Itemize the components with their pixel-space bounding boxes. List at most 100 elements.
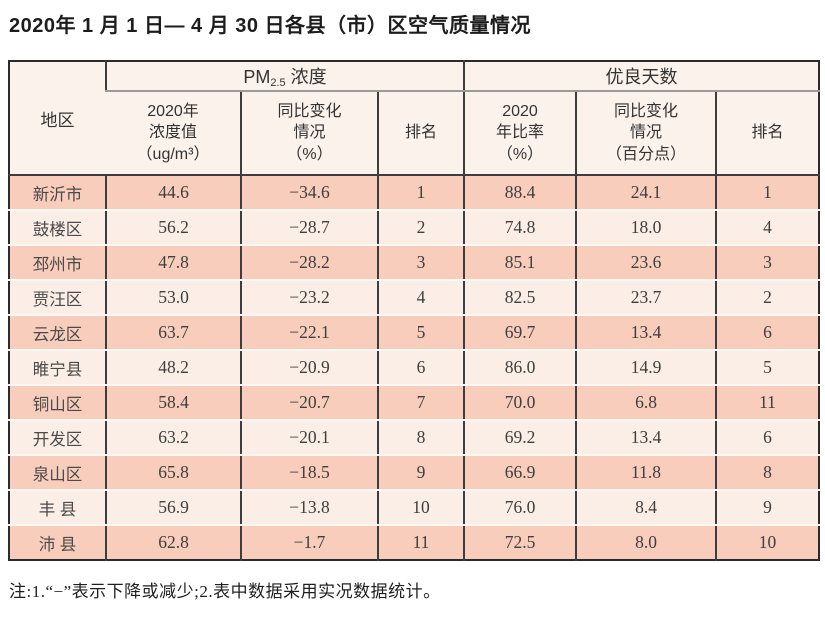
gd-change-cell: 14.9 <box>575 350 716 386</box>
gd-rate-cell: 86.0 <box>463 350 576 386</box>
gd-rank-cell: 1 <box>714 175 820 211</box>
gd-rate-cell: 85.1 <box>463 245 576 281</box>
gd-rank-cell: 3 <box>714 245 820 281</box>
pm-change-cell: −28.2 <box>240 245 378 281</box>
pm-value-cell: 63.2 <box>105 420 241 456</box>
sub-header-row: 2020年 浓度值 （ug/m³） 同比变化 情况 （%） 排名 2020 年比… <box>9 91 820 176</box>
header-pm-rank: 排名 <box>377 91 464 176</box>
region-cell: 云龙区 <box>9 315 106 351</box>
pm-rank-cell: 8 <box>377 420 464 456</box>
region-cell: 开发区 <box>9 420 106 456</box>
gd-change-cell: 23.7 <box>575 280 716 316</box>
table-row: 云龙区 63.7 −22.1 5 69.7 13.4 6 <box>9 315 820 351</box>
gd-rank-cell: 11 <box>714 385 820 421</box>
pm-value-cell: 53.0 <box>105 280 241 316</box>
gd-rank-cell: 10 <box>714 525 820 560</box>
gd-change-cell: 13.4 <box>575 315 716 351</box>
gd-rate-cell: 76.0 <box>463 490 576 526</box>
gd-rank-cell: 2 <box>714 280 820 316</box>
pm-label-subscript: 2.5 <box>270 77 286 89</box>
header-region: 地区 <box>9 61 106 176</box>
gd-change-cell: 23.6 <box>575 245 716 281</box>
pm-change-cell: −34.6 <box>240 175 378 211</box>
region-cell: 沛 县 <box>9 525 106 560</box>
pm-value-cell: 48.2 <box>105 350 241 386</box>
table-row: 鼓楼区 56.2 −28.7 2 74.8 18.0 4 <box>9 210 820 246</box>
pm-change-cell: −13.8 <box>240 490 378 526</box>
pm-change-cell: −20.7 <box>240 385 378 421</box>
table-row: 铜山区 58.4 −20.7 7 70.0 6.8 11 <box>9 385 820 421</box>
header-pm-change: 同比变化 情况 （%） <box>240 91 378 176</box>
table-row: 开发区 63.2 −20.1 8 69.2 13.4 6 <box>9 420 820 456</box>
pm-rank-cell: 4 <box>377 280 464 316</box>
gd-change-cell: 18.0 <box>575 210 716 246</box>
gd-change-cell: 6.8 <box>575 385 716 421</box>
pm-label-suffix: 浓度 <box>285 67 327 87</box>
gd-change-cell: 8.4 <box>575 490 716 526</box>
table-header: 地区 PM2.5 浓度 优良天数 2020年 浓度值 （ug/m³） 同比变化 … <box>9 61 820 176</box>
table-row: 睢宁县 48.2 −20.9 6 86.0 14.9 5 <box>9 350 820 386</box>
pm-label-prefix: PM <box>243 67 271 87</box>
gd-rate-cell: 72.5 <box>463 525 576 560</box>
gd-change-cell: 13.4 <box>575 420 716 456</box>
gd-rate-cell: 74.8 <box>463 210 576 246</box>
pm-value-cell: 58.4 <box>105 385 241 421</box>
table-row: 邳州市 47.8 −28.2 3 85.1 23.6 3 <box>9 245 820 281</box>
pm-rank-cell: 11 <box>377 525 464 560</box>
group-header-row: 地区 PM2.5 浓度 优良天数 <box>9 61 820 176</box>
table-row: 新沂市 44.6 −34.6 1 88.4 24.1 1 <box>9 175 820 211</box>
pm-change-cell: −22.1 <box>240 315 378 351</box>
gd-rate-cell: 70.0 <box>463 385 576 421</box>
pm-change-cell: −20.9 <box>240 350 378 386</box>
pm-value-cell: 62.8 <box>105 525 241 560</box>
pm-rank-cell: 10 <box>377 490 464 526</box>
pm-change-cell: −23.2 <box>240 280 378 316</box>
pm-value-cell: 63.7 <box>105 315 241 351</box>
pm-rank-cell: 5 <box>377 315 464 351</box>
pm-change-cell: −18.5 <box>240 455 378 491</box>
gd-rank-cell: 9 <box>714 490 820 526</box>
pm-rank-cell: 3 <box>377 245 464 281</box>
pm-change-cell: −20.1 <box>240 420 378 456</box>
region-cell: 泉山区 <box>9 455 106 491</box>
header-gd-change: 同比变化 情况 （百分点） <box>575 91 716 176</box>
header-pm-value: 2020年 浓度值 （ug/m³） <box>106 91 241 176</box>
pm-value-cell: 44.6 <box>105 175 241 211</box>
pm-change-cell: −28.7 <box>240 210 378 246</box>
region-cell: 新沂市 <box>9 175 106 211</box>
pm-value-cell: 47.8 <box>105 245 241 281</box>
region-cell: 丰 县 <box>9 490 106 526</box>
table-row: 贾汪区 53.0 −23.2 4 82.5 23.7 2 <box>9 280 820 316</box>
table-body: 新沂市 44.6 −34.6 1 88.4 24.1 1 鼓楼区 56.2 −2… <box>9 175 820 560</box>
header-pm-group: PM2.5 浓度 <box>105 61 464 92</box>
table-row: 沛 县 62.8 −1.7 11 72.5 8.0 10 <box>9 525 820 560</box>
region-cell: 铜山区 <box>9 385 106 421</box>
table-row: 泉山区 65.8 −18.5 9 66.9 11.8 8 <box>9 455 820 491</box>
pm-rank-cell: 7 <box>377 385 464 421</box>
region-cell: 贾汪区 <box>9 280 106 316</box>
pm-rank-cell: 6 <box>377 350 464 386</box>
pm-change-cell: −1.7 <box>240 525 378 560</box>
footnote: 注:1.“−”表示下降或减少;2.表中数据采用实况数据统计。 <box>9 582 441 601</box>
header-good-days-group: 优良天数 <box>462 61 820 92</box>
gd-rank-cell: 8 <box>714 455 820 491</box>
pm-rank-cell: 1 <box>377 175 464 211</box>
gd-change-cell: 8.0 <box>575 525 716 560</box>
gd-rate-cell: 69.7 <box>463 315 576 351</box>
header-gd-rank: 排名 <box>714 91 820 176</box>
table-row: 丰 县 56.9 −13.8 10 76.0 8.4 9 <box>9 490 820 526</box>
gd-rate-cell: 82.5 <box>463 280 576 316</box>
gd-rank-cell: 4 <box>714 210 820 246</box>
gd-rate-cell: 88.4 <box>463 175 576 211</box>
page-title: 2020年 1 月 1 日— 4 月 30 日各县（市）区空气质量情况 <box>9 15 532 37</box>
gd-change-cell: 24.1 <box>575 175 716 211</box>
pm-rank-cell: 2 <box>377 210 464 246</box>
region-cell: 邳州市 <box>9 245 106 281</box>
gd-rate-cell: 69.2 <box>463 420 576 456</box>
pm-value-cell: 56.9 <box>105 490 241 526</box>
pm-value-cell: 65.8 <box>105 455 241 491</box>
gd-rate-cell: 66.9 <box>463 455 576 491</box>
region-cell: 睢宁县 <box>9 350 106 386</box>
gd-change-cell: 11.8 <box>575 455 716 491</box>
